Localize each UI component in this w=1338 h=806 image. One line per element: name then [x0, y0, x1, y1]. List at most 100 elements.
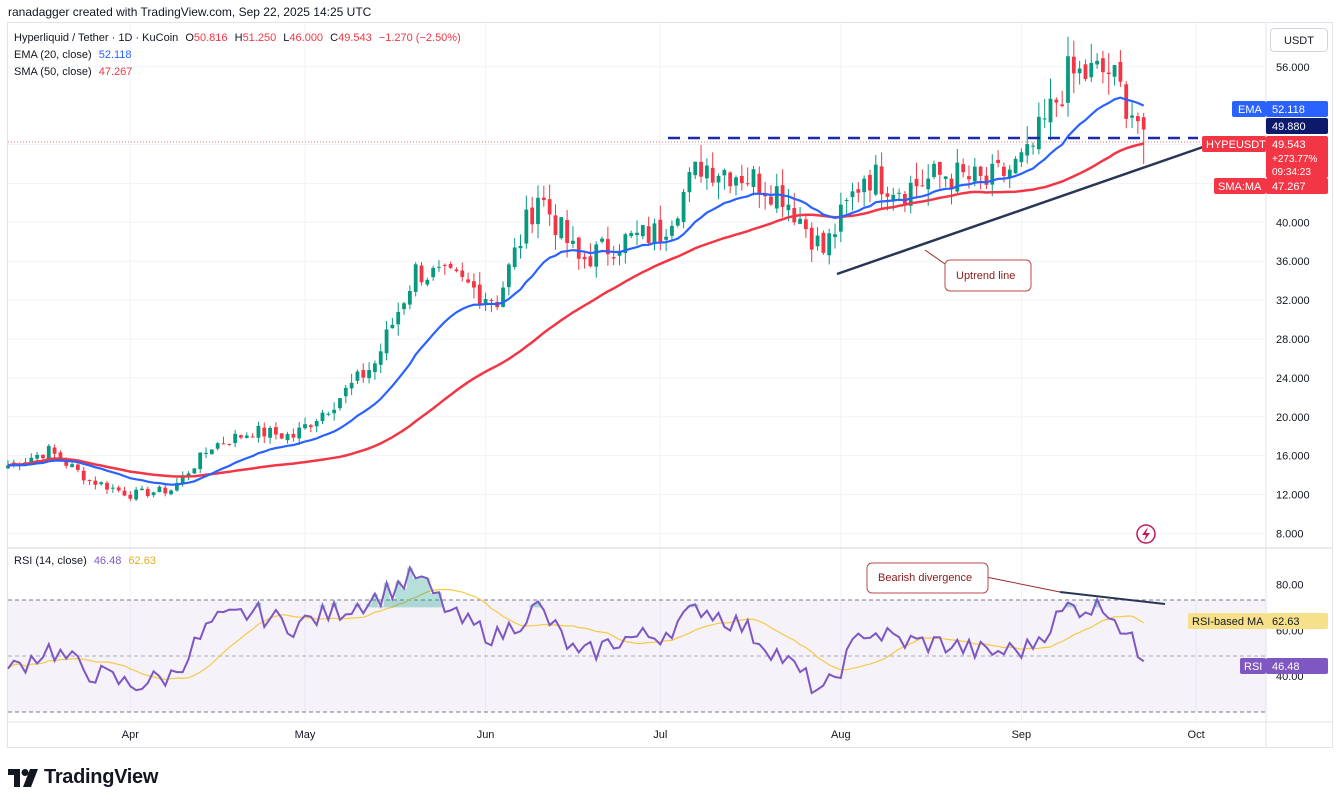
- price-tick-label: 24.000: [1276, 373, 1310, 385]
- candle-body: [1101, 58, 1105, 73]
- rsi-legend-value: 46.48: [93, 555, 122, 567]
- candle-body: [192, 468, 197, 474]
- uptrend-callout-box: [944, 259, 1032, 292]
- time-tick-label: May: [295, 729, 316, 741]
- rsi-ma-legend-value: 62.63: [128, 555, 156, 567]
- candle-body: [250, 436, 255, 438]
- candle-body: [565, 219, 570, 244]
- change-value: −1.270 (−2.50%): [378, 32, 461, 44]
- candle-body: [1031, 145, 1035, 147]
- candle-body: [681, 191, 686, 223]
- symbol-title[interactable]: Hyperliquid / Tether · 1D · KuCoin: [14, 32, 179, 44]
- sma-50-line: [7, 142, 1144, 478]
- svg-text:SMA:MA: SMA:MA: [1218, 181, 1262, 193]
- candle-body: [332, 409, 337, 414]
- candle-body: [460, 270, 465, 277]
- sma-legend[interactable]: SMA (50, close) 47.267: [14, 64, 461, 81]
- rsi-value-tag: RSI 46.48: [1240, 658, 1328, 674]
- divergence-callout-box: [866, 562, 989, 594]
- candle-body: [151, 492, 156, 496]
- candle-body: [920, 185, 925, 187]
- svg-text:46.48: 46.48: [1272, 661, 1300, 673]
- candle-body: [757, 173, 762, 195]
- candle-body: [658, 219, 663, 243]
- candle-body: [407, 291, 412, 305]
- candle-body: [571, 240, 575, 244]
- candle-body: [827, 233, 832, 256]
- candle-body: [233, 433, 238, 444]
- candle-body: [93, 480, 98, 485]
- attribution-text: ranadagger created with TradingView.com,…: [8, 5, 372, 19]
- svg-text:+273.77%: +273.77%: [1272, 154, 1317, 165]
- candle-body: [856, 189, 861, 193]
- candle-body: [553, 215, 558, 236]
- candle-body: [745, 183, 750, 185]
- ema-legend[interactable]: EMA (20, close) 52.118: [14, 47, 461, 64]
- tradingview-logo[interactable]: TradingView: [8, 766, 158, 789]
- candle-body: [629, 233, 634, 237]
- symbol-legend[interactable]: Hyperliquid / Tether · 1D · KuCoin O50.8…: [14, 30, 461, 81]
- candle-body: [1112, 65, 1117, 77]
- svg-text:RSI-based MA: RSI-based MA: [1192, 616, 1264, 628]
- candle-body: [728, 172, 733, 187]
- candle-body: [209, 449, 214, 455]
- candle-body: [419, 265, 424, 283]
- currency-button[interactable]: USDT: [1270, 28, 1328, 52]
- candle-body: [122, 490, 127, 496]
- ema-legend-label: EMA (20, close): [14, 49, 92, 61]
- chart-frame[interactable]: [7, 22, 1333, 748]
- candle-body: [972, 166, 977, 182]
- candle-body: [1036, 116, 1041, 150]
- candle-body: [704, 165, 709, 179]
- candle-body: [594, 244, 599, 267]
- candle-body: [477, 284, 482, 304]
- candle-body: [955, 162, 960, 192]
- candle-body: [128, 494, 133, 499]
- candle-body: [1083, 64, 1088, 80]
- candle-body: [623, 234, 628, 254]
- candle-body: [763, 194, 768, 197]
- candle-body: [541, 197, 546, 201]
- candle-body: [710, 167, 715, 183]
- candle-body: [1042, 118, 1047, 120]
- candle-body: [186, 473, 191, 476]
- candle-body: [716, 175, 721, 183]
- candle-body: [914, 178, 919, 187]
- candle-body: [291, 433, 296, 438]
- candle-body: [99, 482, 104, 485]
- candle-body: [850, 191, 855, 198]
- candle-body: [978, 166, 983, 176]
- candle-body: [483, 298, 488, 304]
- candle-body: [961, 164, 966, 173]
- candle-body: [699, 161, 703, 177]
- svg-text:62.63: 62.63: [1272, 616, 1300, 628]
- candle-body: [646, 226, 651, 243]
- candle-body: [635, 232, 639, 236]
- candle-body: [180, 475, 185, 484]
- candle-body: [1025, 144, 1030, 156]
- high-value: 51.250: [242, 32, 277, 44]
- candle-body: [640, 225, 645, 237]
- candle-body: [990, 163, 995, 185]
- candle-body: [134, 489, 139, 500]
- candle-body: [215, 443, 220, 449]
- time-tick-label: Sep: [1012, 729, 1032, 741]
- rsi-ma-tag: RSI-based MA 62.63: [1188, 613, 1328, 629]
- candle-body: [489, 300, 494, 302]
- candle-body: [105, 482, 109, 490]
- candle-body: [943, 176, 948, 180]
- candle-body: [431, 267, 436, 278]
- candle-body: [326, 413, 331, 415]
- candle-body: [524, 209, 529, 244]
- candle-body: [518, 245, 523, 249]
- candle-body: [244, 435, 249, 438]
- rsi-legend[interactable]: RSI (14, close) 46.48 62.63: [14, 553, 156, 570]
- svg-text:49.880: 49.880: [1272, 121, 1306, 133]
- candle-body: [891, 194, 896, 201]
- candle-body: [349, 382, 354, 389]
- candle-body: [873, 164, 878, 195]
- lightning-icon[interactable]: [1136, 524, 1156, 544]
- rsi-band-fill: [8, 600, 1266, 712]
